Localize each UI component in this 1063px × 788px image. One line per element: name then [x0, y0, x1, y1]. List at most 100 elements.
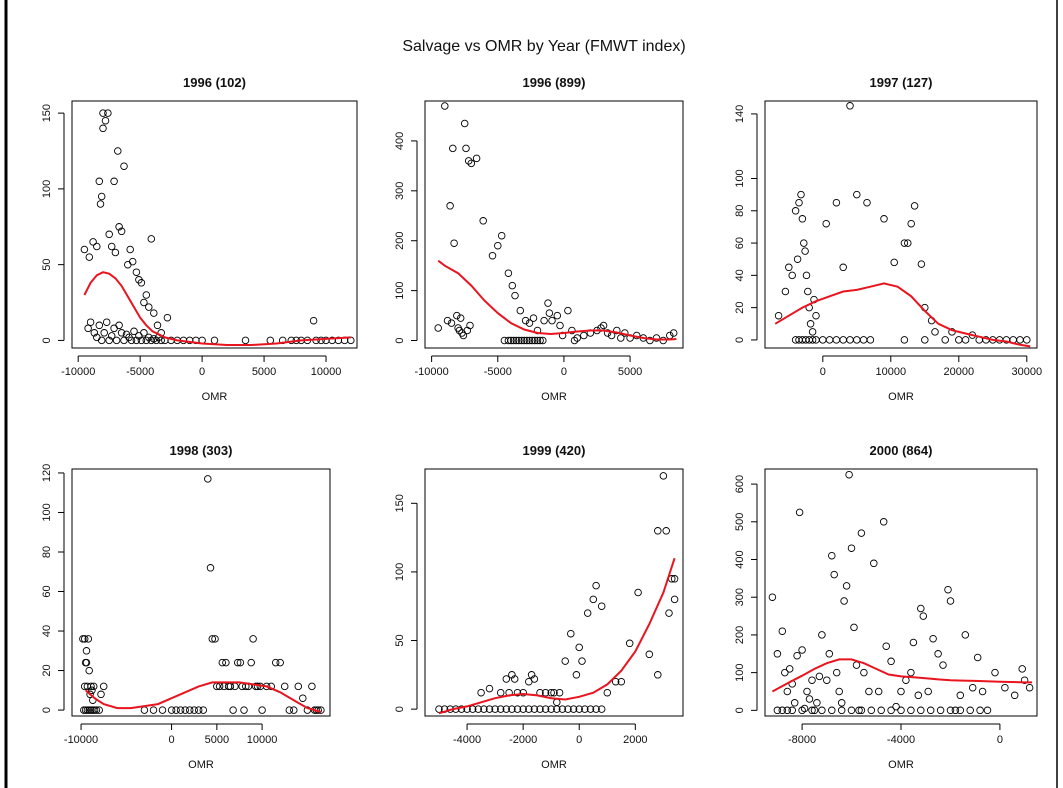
data-point: [540, 316, 548, 325]
data-point: [553, 311, 562, 320]
data-point: [867, 706, 876, 715]
data-point: [795, 508, 804, 517]
data-point: [603, 329, 612, 337]
data-point: [110, 177, 118, 186]
data-point: [513, 705, 522, 713]
data-point: [904, 239, 912, 247]
data-point: [153, 321, 162, 330]
data-point: [525, 319, 534, 327]
data-point: [95, 706, 103, 714]
data-point: [956, 706, 965, 715]
data-point: [509, 336, 518, 345]
data-point: [456, 314, 465, 322]
y-tick-label: 120: [41, 464, 53, 482]
data-point: [252, 682, 260, 691]
y-tick-label: 100: [41, 180, 53, 198]
data-point: [101, 116, 110, 125]
data-point: [1010, 691, 1019, 700]
data-point: [529, 314, 538, 322]
data-point: [128, 257, 137, 266]
data-point: [450, 239, 458, 247]
data-point: [443, 316, 452, 325]
data-point: [961, 631, 970, 639]
data-point: [670, 575, 679, 583]
data-point: [95, 321, 104, 330]
data-point: [788, 706, 796, 715]
data-point: [564, 306, 572, 315]
data-point: [837, 706, 846, 715]
y-tick-label: 600: [734, 475, 746, 493]
data-point: [107, 332, 116, 340]
y-tick-label: 80: [734, 205, 746, 217]
data-point: [536, 705, 544, 713]
data-point: [459, 331, 468, 340]
data-point: [99, 124, 107, 133]
y-tick-label: 40: [734, 269, 746, 281]
data-point: [617, 334, 625, 342]
x-tick-label: 0: [997, 734, 1003, 746]
x-tick-label: 5000: [618, 366, 642, 378]
y-tick-label: 150: [394, 494, 406, 512]
data-point: [795, 198, 803, 207]
data-point: [890, 258, 898, 267]
data-point: [575, 643, 583, 652]
data-point: [847, 706, 856, 715]
data-point: [555, 688, 564, 697]
y-tick-label: 300: [734, 588, 746, 606]
data-point: [508, 281, 517, 290]
data-point: [791, 207, 800, 215]
data-point: [90, 329, 99, 337]
data-point: [956, 691, 965, 700]
x-tick-label: -4000: [887, 734, 915, 746]
data-point: [511, 291, 519, 300]
plot-box: [71, 100, 358, 349]
data-point: [85, 706, 93, 714]
data-point: [548, 316, 556, 325]
data-point: [800, 704, 809, 713]
data-point: [778, 706, 787, 715]
data-point: [973, 653, 982, 662]
data-point: [570, 336, 579, 345]
data-point: [130, 327, 138, 336]
panel-2: 1996 (899) OMR -10000 -5000 0 5000 0 100 200 300 4…: [394, 75, 684, 403]
x-tick-label: 0: [576, 734, 582, 746]
y-tick-label: 100: [394, 281, 406, 299]
data-point: [84, 324, 92, 333]
data-point: [100, 329, 108, 337]
data-point: [907, 706, 915, 715]
data-point: [887, 657, 895, 666]
data-point: [934, 650, 942, 658]
data-point: [502, 675, 511, 683]
data-point: [887, 706, 895, 715]
x-tick-label: 0: [199, 366, 205, 378]
data-point: [645, 650, 654, 659]
data-point: [625, 639, 634, 648]
data-point: [652, 334, 661, 342]
data-point: [936, 706, 945, 715]
data-point: [781, 668, 789, 677]
panel-title: 1999 (420): [523, 443, 586, 458]
data-point: [613, 326, 621, 335]
data-point: [510, 675, 519, 683]
data-point: [520, 336, 528, 345]
data-point: [80, 682, 89, 691]
data-point: [531, 336, 539, 345]
data-point: [508, 705, 516, 713]
data-point: [863, 198, 871, 207]
data-point: [797, 190, 805, 199]
data-point: [564, 705, 572, 713]
data-point: [785, 263, 793, 272]
data-point: [968, 683, 977, 692]
data-point: [303, 706, 312, 714]
data-point: [460, 119, 469, 128]
y-tick-label: 50: [41, 259, 53, 271]
panel-5: 1999 (420) OMR -4000 -2000 0 2000 0 50 100 150: [394, 443, 684, 771]
plot-box: [764, 468, 1038, 717]
data-point: [870, 559, 878, 568]
data-point: [519, 705, 527, 713]
data-point: [185, 706, 194, 714]
panel-title: 1997 (127): [870, 75, 933, 90]
data-point: [536, 336, 544, 345]
data-point: [99, 682, 108, 691]
data-point: [449, 144, 457, 153]
